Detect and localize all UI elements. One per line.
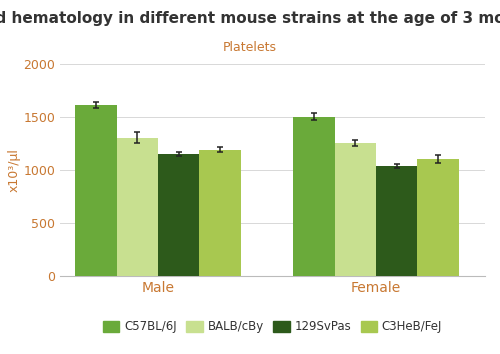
Bar bbox=[376, 166, 418, 276]
Text: Blood hematology in different mouse strains at the age of 3 months: Blood hematology in different mouse stra… bbox=[0, 11, 500, 25]
Y-axis label: x10³/µl: x10³/µl bbox=[8, 148, 20, 192]
Bar bbox=[116, 138, 158, 276]
Legend: C57BL/6J, BALB/cBy, 129SvPas, C3HeB/FeJ: C57BL/6J, BALB/cBy, 129SvPas, C3HeB/FeJ bbox=[98, 316, 447, 338]
Bar bbox=[418, 159, 459, 276]
Bar bbox=[76, 105, 116, 276]
Bar bbox=[334, 143, 376, 276]
Bar bbox=[158, 154, 200, 276]
Bar bbox=[200, 150, 241, 276]
Text: Platelets: Platelets bbox=[223, 41, 277, 54]
Bar bbox=[293, 117, 335, 276]
